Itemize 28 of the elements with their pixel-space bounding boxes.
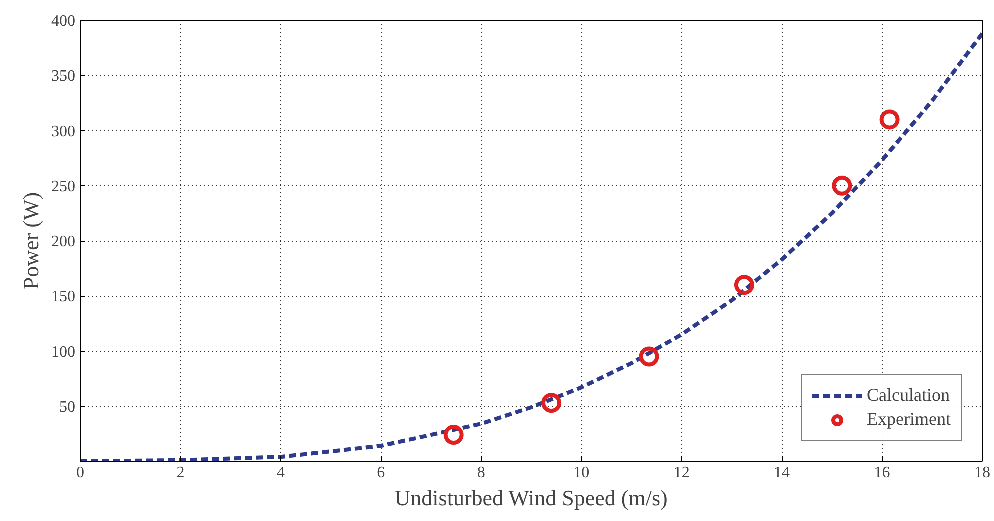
x-tick-label: 6 [377,464,386,482]
x-tick-label: 10 [574,464,590,482]
y-tick-label: 400 [52,13,76,30]
x-tick-label: 12 [674,464,690,482]
y-axis-title: Power (W) [18,192,44,290]
x-tick-label: 18 [974,464,990,482]
point [444,425,464,446]
y-tick-label: 50 [60,398,76,416]
x-tick-label: 14 [774,464,790,482]
y-tick-label: 250 [52,178,76,196]
x-axis-title: Undisturbed Wind Speed (m/s) [394,486,668,510]
x-tick-label: 8 [477,464,486,482]
legend-label: Experiment [867,409,951,430]
point [734,275,754,296]
y-tick-label: 200 [52,234,76,250]
x-tick-label: 2 [176,464,185,482]
y-tick-label: 150 [52,288,76,306]
point [639,346,660,367]
x-tick-label: 16 [874,464,890,482]
y-tick-label: 350 [52,68,76,86]
x-tick-label: 4 [276,464,285,482]
y-tick-label: 300 [52,123,76,140]
point [832,176,852,196]
legend-label: Calculation [867,385,950,406]
y-tick-label: 100 [52,344,76,361]
x-tick-label: 0 [76,464,84,482]
point [880,110,900,130]
point [542,393,562,414]
